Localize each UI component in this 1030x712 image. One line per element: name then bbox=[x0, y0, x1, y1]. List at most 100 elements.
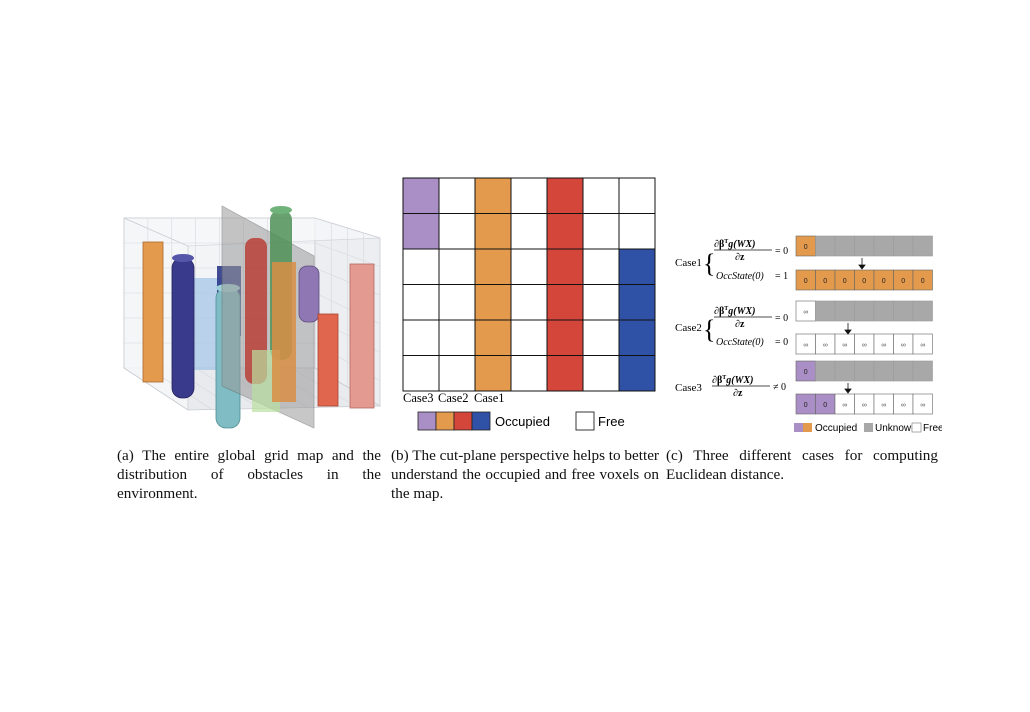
distance-value: 0 bbox=[804, 402, 808, 409]
voxel-cell-free bbox=[402, 355, 440, 392]
voxel-cell-free bbox=[582, 213, 620, 250]
voxel-cell-free bbox=[402, 319, 440, 356]
obstacle-orange-left bbox=[142, 241, 164, 383]
distance-cell bbox=[912, 235, 933, 257]
case1-eq1-relation: = 0 bbox=[775, 246, 788, 257]
distance-value: ∞ bbox=[803, 309, 808, 316]
distance-cell bbox=[854, 360, 875, 382]
distance-value: ∞ bbox=[920, 342, 925, 349]
case2-brace: { bbox=[703, 315, 715, 344]
distance-value: 0 bbox=[823, 278, 827, 285]
voxel-cell-free bbox=[438, 248, 476, 285]
case1-eq2-relation: = 1 bbox=[775, 271, 788, 282]
caption-a: (a) The entire global grid map and the d… bbox=[117, 447, 381, 502]
voxel-cell-red bbox=[546, 248, 584, 285]
distance-cell bbox=[873, 235, 894, 257]
distance-value: 0 bbox=[804, 369, 808, 376]
distance-cell bbox=[873, 300, 894, 322]
voxel-cell-blue bbox=[618, 284, 656, 321]
occupied-legend: Occupied bbox=[417, 411, 550, 431]
distance-value: ∞ bbox=[842, 342, 847, 349]
distance-value: ∞ bbox=[881, 342, 886, 349]
distance-value: 0 bbox=[804, 278, 808, 285]
distance-value: 0 bbox=[804, 244, 808, 251]
case3-label: Case3 bbox=[403, 391, 434, 405]
case1-title: Case1 bbox=[675, 257, 702, 269]
voxel-cell-free bbox=[510, 213, 548, 250]
legend-unknown: Unknown bbox=[875, 423, 917, 434]
case-legend: Occupied Unknown Free bbox=[794, 422, 942, 434]
voxel-cell-free bbox=[618, 177, 656, 214]
voxel-cell-free bbox=[510, 177, 548, 214]
case3-title: Case3 bbox=[675, 382, 702, 394]
distance-cell bbox=[834, 360, 855, 382]
voxel-cell-free bbox=[438, 355, 476, 392]
distance-value: ∞ bbox=[901, 402, 906, 409]
distance-cell bbox=[912, 393, 933, 415]
distance-value: 0 bbox=[901, 278, 905, 285]
distance-cell bbox=[912, 360, 933, 382]
voxel-cell-free bbox=[582, 284, 620, 321]
voxel-cell-red bbox=[546, 284, 584, 321]
voxel-cell-free bbox=[582, 248, 620, 285]
distance-value: ∞ bbox=[862, 402, 867, 409]
distance-cell bbox=[854, 235, 875, 257]
case3-eq1-numerator: ∂βTg(WX) bbox=[712, 375, 753, 386]
legend-free: Free bbox=[923, 423, 942, 434]
distance-cell bbox=[815, 300, 836, 322]
voxel-cell-free bbox=[618, 213, 656, 250]
distance-value: ∞ bbox=[901, 342, 906, 349]
distance-cell bbox=[834, 300, 855, 322]
distance-value: 0 bbox=[862, 278, 866, 285]
distance-cell bbox=[815, 360, 836, 382]
distance-value: ∞ bbox=[862, 342, 867, 349]
case2-eq1-denominator: ∂z bbox=[735, 319, 745, 330]
voxel-cell-free bbox=[438, 177, 476, 214]
voxel-cell-red bbox=[546, 355, 584, 392]
obstacle-orange-mid bbox=[272, 262, 296, 402]
case3-eq1-relation: ≠ 0 bbox=[773, 382, 786, 393]
caption-b: (b) The cut-plane perspective helps to b… bbox=[391, 447, 659, 502]
occupied-legend-label: Occupied bbox=[495, 414, 550, 429]
distance-value: ∞ bbox=[920, 402, 925, 409]
distance-cell bbox=[912, 333, 933, 355]
case1-eq1-numerator: ∂βTg(WX) bbox=[714, 239, 755, 250]
voxel-cell-free bbox=[582, 177, 620, 214]
obstacle-navy-cylinder bbox=[171, 257, 195, 399]
voxel-cell-orange bbox=[474, 284, 512, 321]
distance-cell bbox=[893, 235, 914, 257]
case1-eq1-denominator: ∂z bbox=[735, 252, 745, 263]
voxel-cell-free bbox=[582, 355, 620, 392]
voxel-cell-free bbox=[510, 248, 548, 285]
voxel-cell-red bbox=[546, 319, 584, 356]
voxel-cell-orange bbox=[474, 355, 512, 392]
update-arrows bbox=[844, 258, 866, 394]
voxel-cell-free bbox=[402, 284, 440, 321]
obstacle-salmon-right bbox=[349, 263, 375, 409]
voxel-cell-orange bbox=[474, 319, 512, 356]
distance-value: 0 bbox=[843, 278, 847, 285]
distance-value: 0 bbox=[921, 278, 925, 285]
voxel-cell-blue bbox=[618, 319, 656, 356]
distance-cell bbox=[893, 300, 914, 322]
voxel-cell-free bbox=[510, 284, 548, 321]
case1-label: Case1 bbox=[474, 391, 505, 405]
legend-occupied: Occupied bbox=[815, 423, 857, 434]
voxel-cell-free bbox=[582, 319, 620, 356]
voxel-cell-free bbox=[510, 355, 548, 392]
voxel-cell-free bbox=[510, 319, 548, 356]
distance-cell bbox=[912, 269, 933, 291]
distance-value: ∞ bbox=[842, 402, 847, 409]
obstacle-red-cylinder bbox=[245, 238, 267, 384]
distance-cell bbox=[815, 235, 836, 257]
case2-eq1-relation: = 0 bbox=[775, 313, 788, 324]
voxel-cell-free bbox=[438, 284, 476, 321]
case2-eq2-lhs: OccState(0) bbox=[716, 337, 764, 348]
case2-eq2-relation: = 0 bbox=[775, 337, 788, 348]
voxel-cell-blue bbox=[618, 248, 656, 285]
distance-cell bbox=[893, 360, 914, 382]
three-cases-diagram: Case1 { ∂βTg(WX) ∂z = 0 OccState(0) = 1 … bbox=[675, 235, 942, 434]
voxel-cell-free bbox=[402, 248, 440, 285]
case1-brace: { bbox=[703, 249, 715, 278]
distance-value: ∞ bbox=[881, 402, 886, 409]
